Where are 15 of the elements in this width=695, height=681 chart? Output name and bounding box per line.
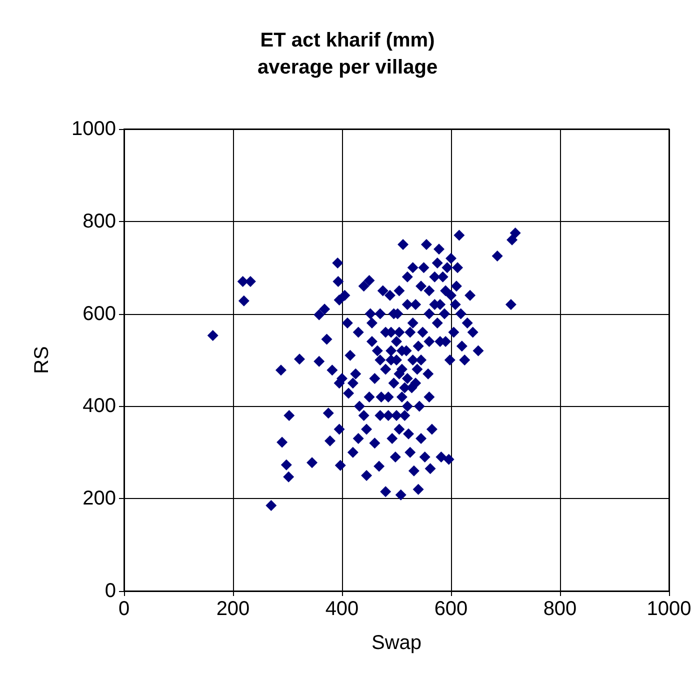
x-axis-title: Swap [371,632,422,654]
x-tick-label: 400 [325,598,359,620]
x-tick-label: 200 [216,598,250,620]
y-tick-label: 800 [82,210,116,232]
x-tick-label: 1000 [646,598,692,620]
y-axis-title: RS [31,346,53,374]
y-tick-label: 600 [82,302,116,325]
x-tick-label: 0 [118,598,130,620]
y-tick-label: 1000 [72,118,116,140]
y-tick-label: 0 [104,580,116,602]
y-tick-label: 400 [82,395,116,418]
chart-title: ET act kharif (mm) average per village [257,30,438,78]
x-tick-label: 800 [543,598,577,620]
x-tick-label: 600 [434,598,468,620]
y-tick-label: 200 [82,488,116,510]
